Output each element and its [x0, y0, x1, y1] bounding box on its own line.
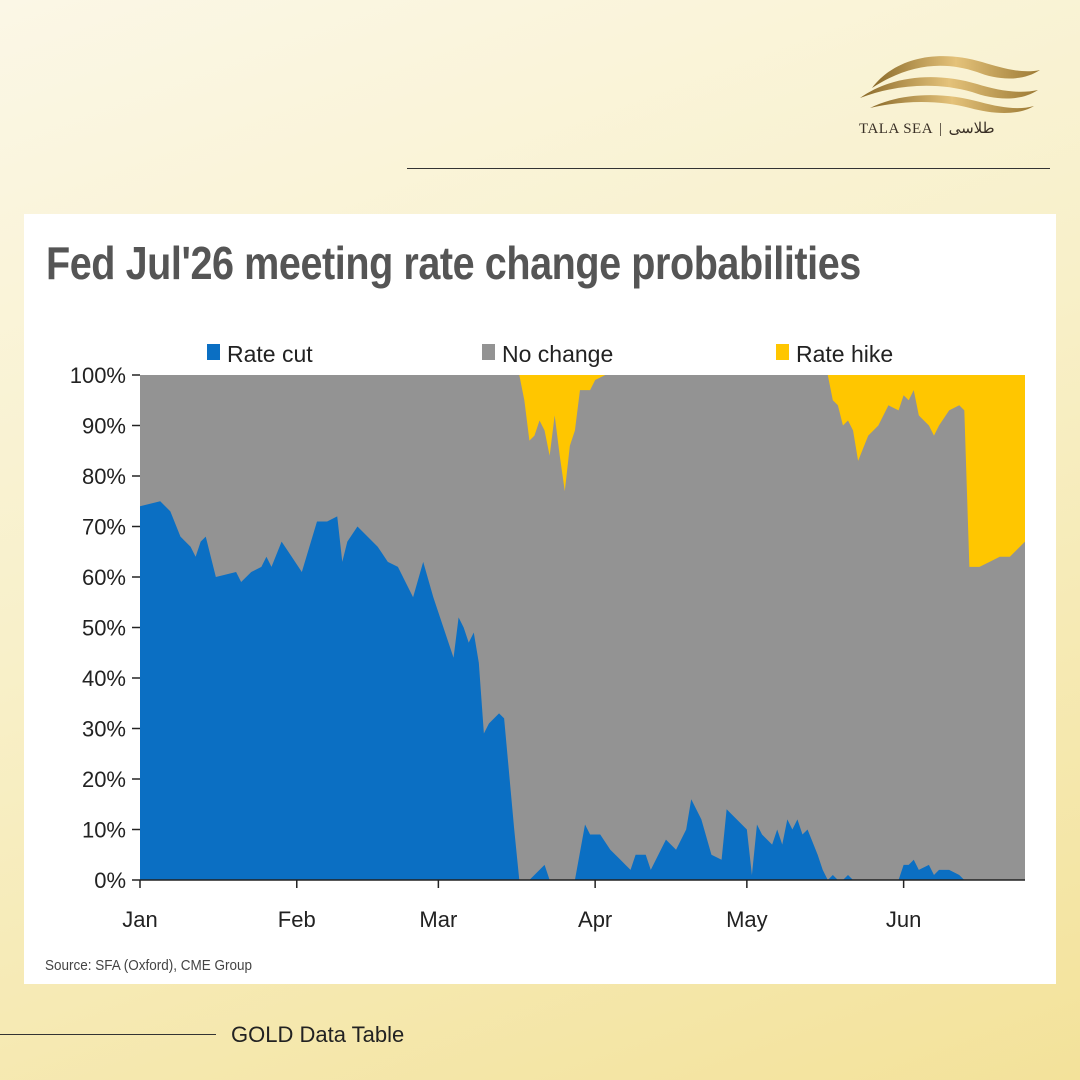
chart-card: Fed Jul'26 meeting rate change probabili… — [24, 214, 1056, 984]
x-tick-label: May — [726, 907, 768, 932]
series-area-rate-cut — [140, 501, 1025, 880]
brand-name: TALA SEA — [859, 121, 934, 137]
area-chart: 0% 10% 20% 30% 40% 50% 60% 70% 80% 90% 100% Jan Feb M… — [70, 341, 1025, 932]
y-tick-label: 10% — [82, 818, 126, 843]
legend-label: Rate cut — [227, 341, 313, 367]
y-tick-label: 50% — [82, 616, 126, 641]
y-tick-label: 70% — [82, 515, 126, 540]
chart-source: Source: SFA (Oxford), CME Group — [45, 957, 253, 974]
y-tick-label: 40% — [82, 666, 126, 691]
brand-name-arabic: طلاسی — [948, 121, 995, 137]
legend-swatch — [776, 344, 789, 360]
x-tick-label: Apr — [578, 907, 612, 932]
legend-swatch — [482, 344, 495, 360]
y-tick-label: 80% — [82, 464, 126, 489]
footer-divider — [0, 1034, 216, 1035]
y-tick-label: 90% — [82, 414, 126, 439]
series-area-rate-hike — [519, 375, 1025, 567]
footer-label: GOLD Data Table — [231, 1022, 405, 1047]
x-tick-label: Feb — [278, 907, 316, 932]
brand-separator: | — [939, 121, 943, 137]
y-tick-label: 60% — [82, 565, 126, 590]
header-divider — [407, 168, 1050, 169]
chart-title: Fed Jul'26 meeting rate change probabili… — [46, 237, 861, 289]
legend-label: Rate hike — [796, 341, 893, 367]
legend-label: No change — [502, 341, 613, 367]
y-tick-label: 20% — [82, 767, 126, 792]
x-tick-label: Mar — [419, 907, 457, 932]
x-tick-label: Jun — [886, 907, 921, 932]
y-tick-label: 30% — [82, 717, 126, 742]
tala-sea-logo — [860, 56, 1040, 113]
legend-swatch — [207, 344, 220, 360]
y-tick-label: 0% — [94, 868, 126, 893]
x-tick-label: Jan — [122, 907, 157, 932]
y-tick-label: 100% — [70, 363, 126, 388]
brand-wordmark: TALA SEA | طلاسی — [859, 119, 995, 138]
